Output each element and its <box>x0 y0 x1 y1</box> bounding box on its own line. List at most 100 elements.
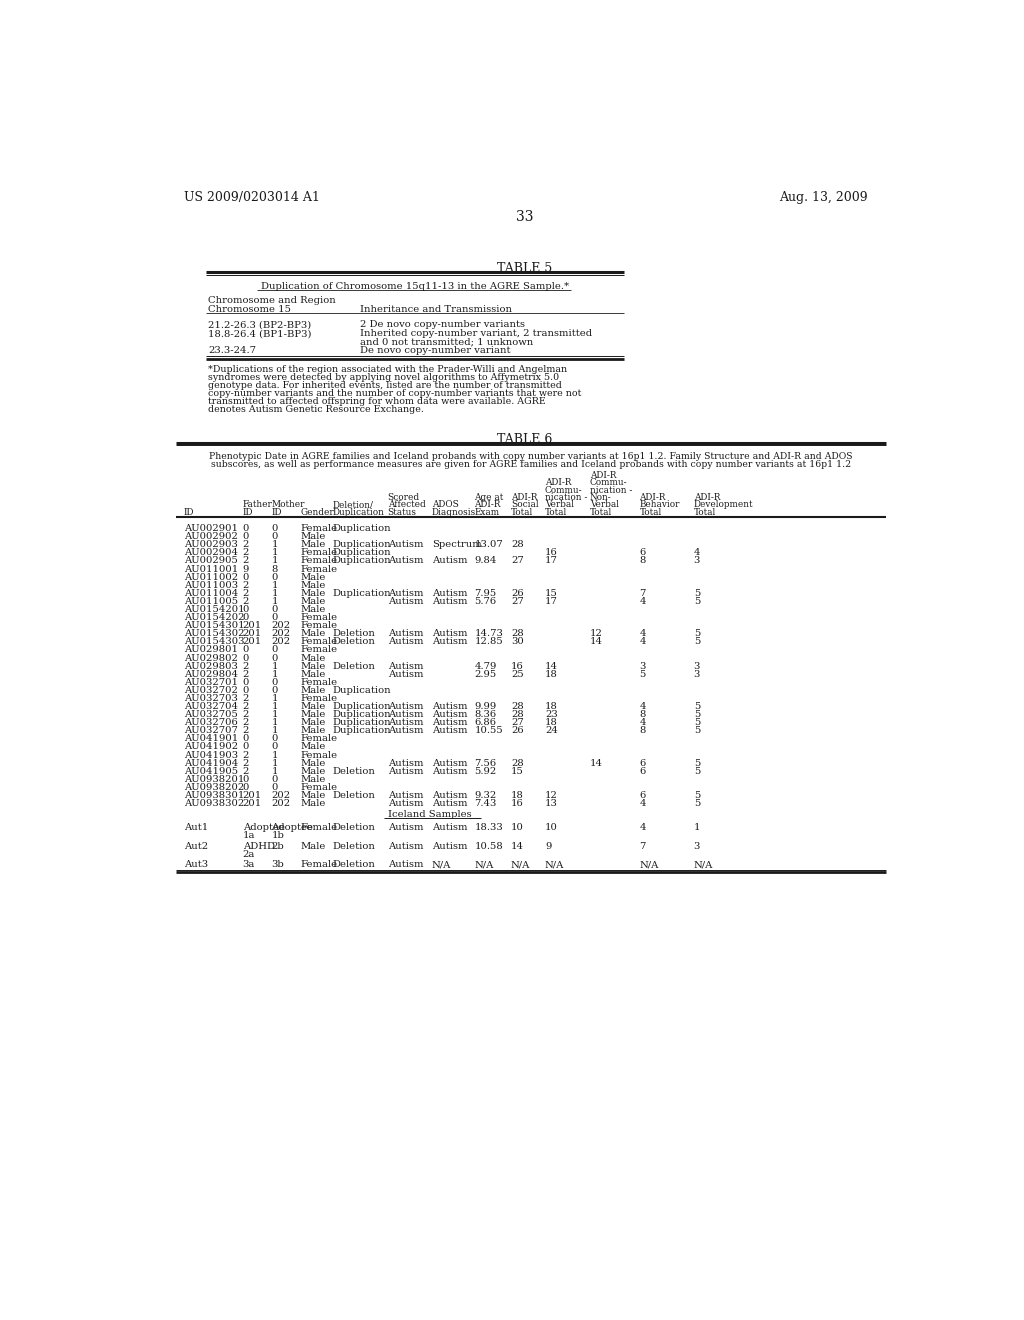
Text: Total: Total <box>640 508 662 516</box>
Text: 1: 1 <box>271 661 278 671</box>
Text: 1: 1 <box>271 702 278 711</box>
Text: Autism: Autism <box>388 759 423 768</box>
Text: TABLE 5: TABLE 5 <box>498 263 552 276</box>
Text: 5: 5 <box>693 630 700 639</box>
Text: 12: 12 <box>545 791 558 800</box>
Text: AU0154302: AU0154302 <box>183 630 245 639</box>
Text: Non-: Non- <box>590 492 611 502</box>
Text: 5.76: 5.76 <box>474 597 497 606</box>
Text: Aut3: Aut3 <box>183 861 208 870</box>
Text: Autism: Autism <box>432 710 467 719</box>
Text: 1: 1 <box>271 718 278 727</box>
Text: 2: 2 <box>243 557 249 565</box>
Text: Autism: Autism <box>432 799 467 808</box>
Text: AU041903: AU041903 <box>183 751 238 759</box>
Text: 0: 0 <box>271 783 278 792</box>
Text: Autism: Autism <box>388 726 423 735</box>
Text: ADI-R: ADI-R <box>511 492 538 502</box>
Text: genotype data. For inherited events, listed are the number of transmitted: genotype data. For inherited events, lis… <box>208 381 562 389</box>
Text: AU011001: AU011001 <box>183 565 238 574</box>
Text: Autism: Autism <box>432 702 467 711</box>
Text: Phenotypic Date in AGRE families and Iceland probands with copy number variants : Phenotypic Date in AGRE families and Ice… <box>209 451 853 461</box>
Text: 8: 8 <box>640 710 646 719</box>
Text: AU0154303: AU0154303 <box>183 638 245 647</box>
Text: 1b: 1b <box>271 832 285 841</box>
Text: 18.33: 18.33 <box>474 824 503 833</box>
Text: 3: 3 <box>693 669 700 678</box>
Text: 7.43: 7.43 <box>474 799 497 808</box>
Text: 2: 2 <box>243 669 249 678</box>
Text: 0: 0 <box>271 605 278 614</box>
Text: Scored: Scored <box>388 492 420 502</box>
Text: 8: 8 <box>271 565 278 574</box>
Text: ADI-R: ADI-R <box>474 500 501 510</box>
Text: 7: 7 <box>640 589 646 598</box>
Text: 2: 2 <box>243 718 249 727</box>
Text: Duplication: Duplication <box>333 702 391 711</box>
Text: De novo copy-number variant: De novo copy-number variant <box>360 346 511 355</box>
Text: 0: 0 <box>243 645 249 655</box>
Text: 4.79: 4.79 <box>474 661 497 671</box>
Text: 0: 0 <box>243 677 249 686</box>
Text: Female: Female <box>300 824 337 833</box>
Text: 5: 5 <box>693 718 700 727</box>
Text: 1: 1 <box>271 710 278 719</box>
Text: 10.58: 10.58 <box>474 842 503 851</box>
Text: N/A: N/A <box>693 861 713 870</box>
Text: 27: 27 <box>511 718 523 727</box>
Text: Male: Male <box>300 605 326 614</box>
Text: Chromosome 15: Chromosome 15 <box>208 305 291 314</box>
Text: Male: Male <box>300 718 326 727</box>
Text: 201: 201 <box>243 638 262 647</box>
Text: 5: 5 <box>693 638 700 647</box>
Text: 3b: 3b <box>271 861 284 870</box>
Text: Social: Social <box>511 500 539 510</box>
Text: 2: 2 <box>243 694 249 704</box>
Text: 14: 14 <box>511 842 524 851</box>
Text: 0: 0 <box>243 532 249 541</box>
Text: 4: 4 <box>693 548 700 557</box>
Text: 4: 4 <box>640 718 646 727</box>
Text: Autism: Autism <box>388 842 423 851</box>
Text: 5: 5 <box>640 669 646 678</box>
Text: 4: 4 <box>640 799 646 808</box>
Text: Total: Total <box>590 508 612 516</box>
Text: 201: 201 <box>243 791 262 800</box>
Text: Duplication: Duplication <box>333 686 391 694</box>
Text: 7.56: 7.56 <box>474 759 497 768</box>
Text: Male: Male <box>300 653 326 663</box>
Text: Female: Female <box>300 734 337 743</box>
Text: 4: 4 <box>640 702 646 711</box>
Text: 2: 2 <box>243 589 249 598</box>
Text: 4: 4 <box>640 597 646 606</box>
Text: AU002902: AU002902 <box>183 532 238 541</box>
Text: 17: 17 <box>545 597 558 606</box>
Text: 0: 0 <box>271 742 278 751</box>
Text: denotes Autism Genetic Resource Exchange.: denotes Autism Genetic Resource Exchange… <box>208 405 424 414</box>
Text: 2: 2 <box>243 661 249 671</box>
Text: 17: 17 <box>545 557 558 565</box>
Text: Autism: Autism <box>388 597 423 606</box>
Text: Adoptee: Adoptee <box>271 824 313 833</box>
Text: Autism: Autism <box>388 767 423 776</box>
Text: AU011004: AU011004 <box>183 589 238 598</box>
Text: 18: 18 <box>511 791 523 800</box>
Text: 1: 1 <box>271 597 278 606</box>
Text: Deletion: Deletion <box>333 861 376 870</box>
Text: N/A: N/A <box>545 861 564 870</box>
Text: Deletion: Deletion <box>333 661 376 671</box>
Text: 0: 0 <box>271 524 278 533</box>
Text: 0: 0 <box>243 653 249 663</box>
Text: Female: Female <box>300 638 337 647</box>
Text: AU032703: AU032703 <box>183 694 238 704</box>
Text: 30: 30 <box>511 638 523 647</box>
Text: Male: Male <box>300 710 326 719</box>
Text: 1: 1 <box>693 824 700 833</box>
Text: Autism: Autism <box>388 799 423 808</box>
Text: Autism: Autism <box>432 842 467 851</box>
Text: N/A: N/A <box>511 861 530 870</box>
Text: 15: 15 <box>511 767 523 776</box>
Text: nication -: nication - <box>590 486 632 495</box>
Text: 202: 202 <box>271 630 291 639</box>
Text: Female: Female <box>300 861 337 870</box>
